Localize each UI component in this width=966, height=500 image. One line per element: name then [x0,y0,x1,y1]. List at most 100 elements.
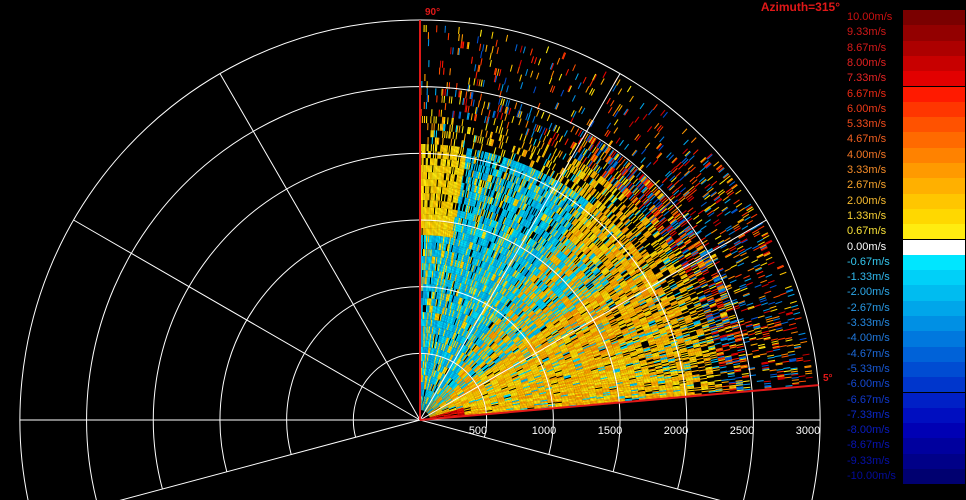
echo-cell [611,363,619,366]
echo-cell [529,256,535,263]
echo-cell [495,391,503,395]
echo-cell [490,289,495,296]
echo-cell [519,399,527,402]
echo-cell [538,272,544,279]
echo-cell [514,307,521,314]
echo-cell [511,398,519,402]
echo-cell [469,361,476,368]
echo-cell [603,362,611,366]
echo-cell [455,296,459,304]
echo-cell [585,293,593,299]
echo-cell [502,263,507,271]
echo-cell [447,389,454,395]
echo-cell [462,262,466,270]
echo-cell [503,347,510,353]
echo-cell [491,306,497,314]
echo-cell [576,370,584,374]
echo-cell [537,311,544,317]
echo-cell [482,202,486,210]
echo-cell [429,305,431,313]
echo-cell [556,312,563,318]
echo-cell [440,382,445,389]
echo-cell [594,306,601,311]
echo-cell [467,380,474,386]
echo-cell [489,280,494,288]
echo-cell [525,393,533,396]
echo-cell [479,323,484,331]
echo-cell [581,265,588,272]
echo-cell [442,359,447,366]
echo-cell [601,304,608,309]
echo-cell [427,409,434,414]
echo-cell [579,381,587,385]
echo-cell [530,240,535,247]
echo-cell [482,326,488,333]
echo-cell [462,374,469,380]
echo-cell [429,284,432,292]
echo-cell [559,282,565,289]
echo-cell [499,352,506,358]
echo-cell [535,344,543,350]
echo-cell [563,353,571,358]
echo-cell [479,275,483,283]
echo-cell [588,263,595,270]
echo-cell [548,403,556,406]
echo-cell [493,336,500,342]
echo-cell [621,376,629,379]
echo-cell [493,283,498,290]
echo-cell [444,385,450,392]
echo-cell [480,268,484,276]
echo-cell [541,284,547,291]
echo-cell [583,316,591,321]
echo-cell [601,291,608,297]
echo-cell [583,368,591,372]
echo-cell [507,329,513,336]
echo-cell [423,404,427,411]
echo-cell [511,395,519,399]
echo-cell [496,245,501,253]
echo-cell [559,263,565,269]
echo-cell [497,261,502,268]
echo-cell [432,385,436,392]
echo-cell [481,202,485,210]
echo-cell [433,405,440,411]
echo-cell [548,292,555,298]
echo-cell [498,405,506,408]
echo-cell [553,309,560,315]
echo-cell [591,289,598,295]
echo-cell [433,200,436,208]
echo-cell [481,334,487,341]
echo-cell [443,315,447,322]
echo-cell [445,201,447,209]
echo-cell [424,228,426,236]
echo-cell [575,269,581,275]
echo-cell [471,242,475,250]
echo-cell [549,282,555,289]
echo-cell [500,279,506,286]
echo-cell [592,278,599,284]
echo-cell [561,399,569,402]
echo-cell [483,336,489,343]
echo-cell [563,322,570,328]
echo-cell [423,193,425,200]
echo-cell [553,287,560,293]
echo-cell [519,293,525,300]
echo-cell [445,279,448,287]
echo-cell [570,320,577,326]
echo-cell [448,379,454,386]
echo-cell [443,250,446,258]
echo-cell [458,360,464,367]
echo-cell [433,270,436,278]
echo-cell [453,296,457,303]
echo-cell [614,299,621,304]
echo-cell [457,319,462,327]
echo-cell [535,298,541,304]
echo-cell [489,288,494,296]
echo-cell [451,223,454,231]
echo-cell [560,346,568,351]
echo-cell [577,261,584,268]
echo-cell [439,365,444,373]
echo-cell [527,238,533,245]
echo-cell [478,223,482,230]
echo-cell [539,292,545,298]
